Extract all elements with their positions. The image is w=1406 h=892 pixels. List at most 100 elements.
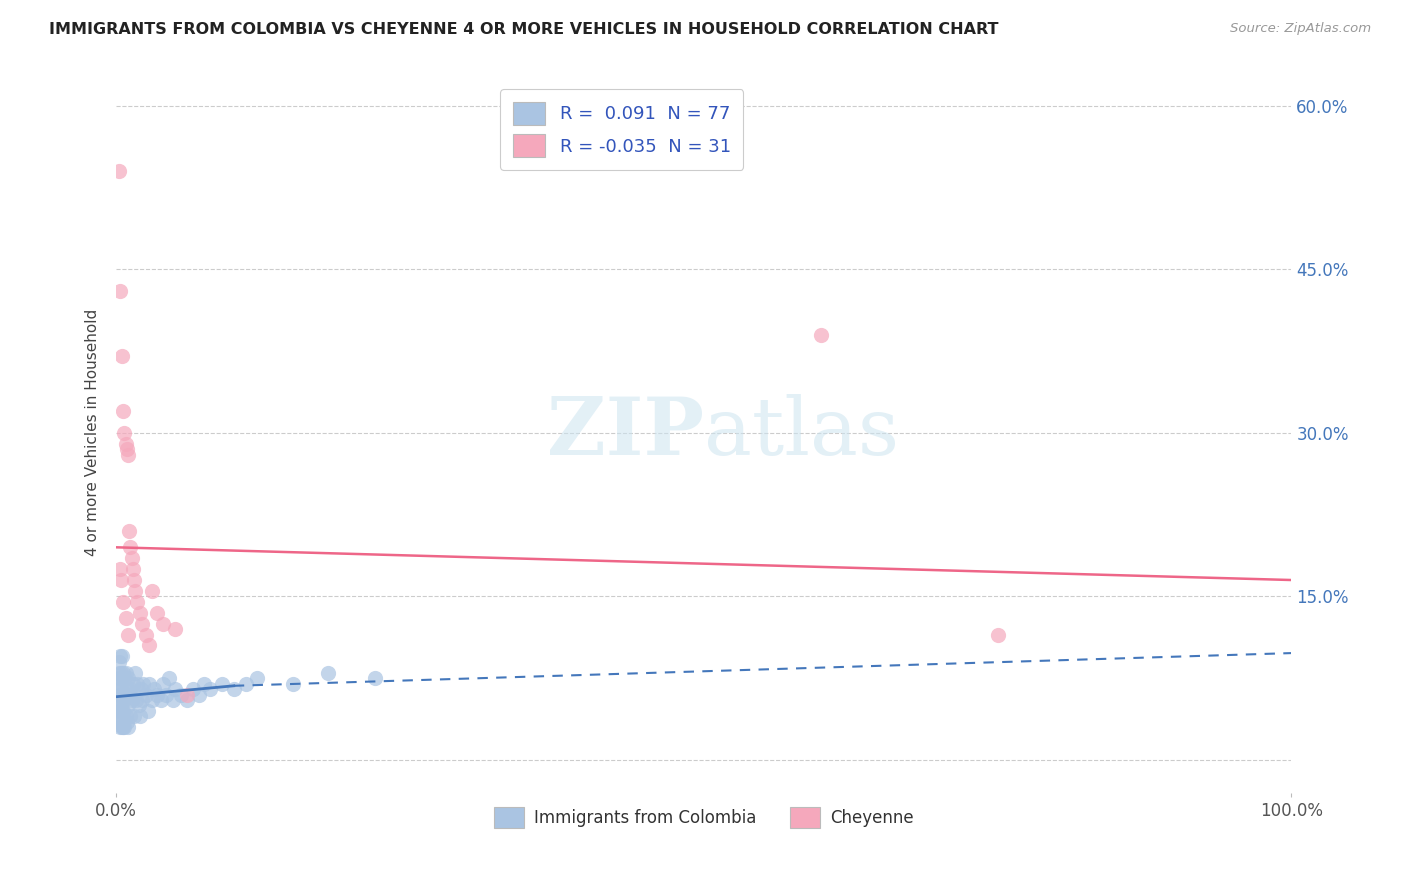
Point	[107, 698, 129, 713]
Text: atlas: atlas	[704, 393, 898, 472]
Point	[110, 573, 132, 587]
Point	[149, 693, 172, 707]
Point	[176, 688, 198, 702]
Legend: Immigrants from Colombia, Cheyenne: Immigrants from Colombia, Cheyenne	[488, 800, 920, 835]
Point	[112, 665, 135, 680]
Point	[108, 671, 131, 685]
Point	[281, 676, 304, 690]
Point	[211, 676, 233, 690]
Point	[246, 671, 269, 685]
Point	[114, 709, 136, 723]
Point	[121, 693, 143, 707]
Point	[127, 676, 149, 690]
Text: IMMIGRANTS FROM COLOMBIA VS CHEYENNE 4 OR MORE VEHICLES IN HOUSEHOLD CORRELATION: IMMIGRANTS FROM COLOMBIA VS CHEYENNE 4 O…	[49, 22, 998, 37]
Point	[112, 688, 135, 702]
Point	[111, 720, 134, 734]
Point	[155, 688, 177, 702]
Point	[162, 693, 184, 707]
Point	[112, 704, 135, 718]
Point	[107, 676, 129, 690]
Point	[117, 698, 139, 713]
Point	[121, 676, 143, 690]
Point	[111, 688, 134, 702]
Point	[128, 606, 150, 620]
Point	[124, 583, 146, 598]
Point	[152, 676, 174, 690]
Point	[193, 676, 215, 690]
Point	[114, 671, 136, 685]
Point	[107, 665, 129, 680]
Text: ZIP: ZIP	[547, 393, 704, 472]
Point	[118, 524, 141, 538]
Point	[163, 681, 186, 696]
Point	[107, 655, 129, 669]
Point	[127, 595, 149, 609]
Point	[125, 693, 148, 707]
Y-axis label: 4 or more Vehicles in Household: 4 or more Vehicles in Household	[86, 310, 100, 557]
Point	[141, 693, 163, 707]
Text: Source: ZipAtlas.com: Source: ZipAtlas.com	[1230, 22, 1371, 36]
Point	[107, 681, 129, 696]
Point	[108, 562, 131, 576]
Point	[152, 616, 174, 631]
Point	[120, 541, 142, 555]
Point	[111, 649, 134, 664]
Point	[117, 448, 139, 462]
Point	[138, 676, 160, 690]
Point	[146, 688, 169, 702]
Point	[107, 164, 129, 178]
Point	[107, 709, 129, 723]
Point	[108, 720, 131, 734]
Point	[115, 681, 138, 696]
Point	[114, 425, 136, 440]
Point	[110, 698, 132, 713]
Point	[135, 627, 157, 641]
Point	[181, 681, 204, 696]
Point	[187, 688, 209, 702]
Point	[117, 671, 139, 685]
Point	[810, 327, 832, 342]
Point	[316, 665, 339, 680]
Point	[136, 704, 159, 718]
Point	[117, 627, 139, 641]
Point	[176, 693, 198, 707]
Point	[114, 720, 136, 734]
Point	[138, 639, 160, 653]
Point	[132, 676, 155, 690]
Point	[120, 709, 142, 723]
Point	[121, 551, 143, 566]
Point	[163, 622, 186, 636]
Point	[200, 681, 222, 696]
Point	[112, 720, 135, 734]
Point	[157, 671, 180, 685]
Point	[108, 704, 131, 718]
Point	[107, 714, 129, 729]
Point	[108, 284, 131, 298]
Point	[115, 714, 138, 729]
Point	[108, 688, 131, 702]
Point	[122, 573, 145, 587]
Point	[114, 436, 136, 450]
Point	[110, 681, 132, 696]
Point	[120, 681, 142, 696]
Point	[128, 698, 150, 713]
Point	[122, 709, 145, 723]
Point	[170, 688, 193, 702]
Point	[114, 611, 136, 625]
Point	[118, 688, 141, 702]
Point	[131, 693, 153, 707]
Point	[114, 665, 136, 680]
Point	[112, 404, 135, 418]
Point	[114, 688, 136, 702]
Point	[114, 693, 136, 707]
Point	[111, 671, 134, 685]
Point	[142, 681, 165, 696]
Point	[364, 671, 387, 685]
Point	[146, 606, 169, 620]
Point	[108, 649, 131, 664]
Point	[141, 583, 163, 598]
Point	[110, 714, 132, 729]
Point	[112, 595, 135, 609]
Point	[107, 693, 129, 707]
Point	[110, 665, 132, 680]
